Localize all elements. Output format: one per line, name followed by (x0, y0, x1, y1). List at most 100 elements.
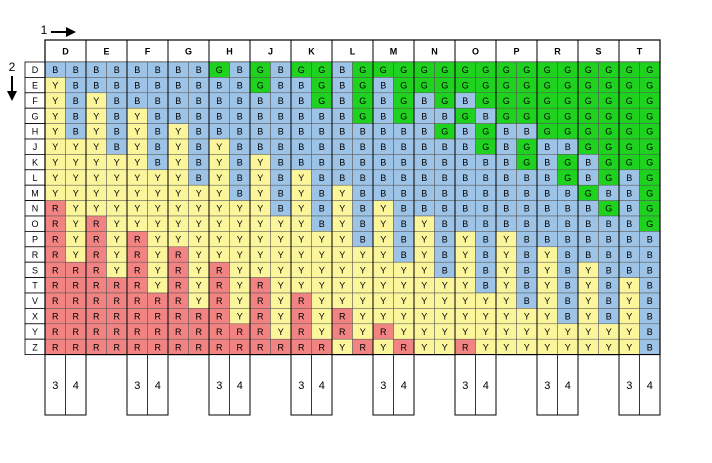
cell-letter: B (114, 127, 120, 137)
column-label: M (390, 46, 398, 56)
cell-letter: Y (503, 234, 509, 244)
cell-letter: Y (319, 234, 325, 244)
cell-letter: Y (544, 296, 550, 306)
cell-letter: Y (237, 296, 243, 306)
x-arrow-head (66, 27, 76, 37)
cell-letter: B (114, 65, 120, 75)
cell-letter: Y (134, 127, 140, 137)
cell-letter: G (503, 80, 510, 90)
cell-letter: B (442, 250, 448, 260)
cell-letter: B (196, 173, 202, 183)
cell-letter: G (544, 65, 551, 75)
cell-letter: Y (380, 234, 386, 244)
cell-letter: Y (319, 250, 325, 260)
cell-letter: Y (626, 311, 632, 321)
cell-letter: R (52, 311, 59, 321)
cell-letter: B (319, 204, 325, 214)
cell-letter: R (73, 281, 80, 291)
cell-letter: B (462, 219, 468, 229)
row-label: O (31, 219, 38, 229)
cell-letter: Y (585, 342, 591, 352)
cell-letter: B (380, 142, 386, 152)
cell-letter: Y (442, 281, 448, 291)
cell-letter: B (237, 80, 243, 90)
cell-letter: Y (257, 265, 263, 275)
cell-letter: B (524, 281, 530, 291)
cell-letter: B (483, 204, 489, 214)
cell-letter: B (380, 111, 386, 121)
cell-letter: R (52, 281, 59, 291)
cell-letter: B (483, 111, 489, 121)
cell-letter: R (360, 342, 367, 352)
cell-letter: G (441, 80, 448, 90)
cell-letter: Y (237, 281, 243, 291)
cell-letter: Y (114, 250, 120, 260)
cell-letter: G (605, 80, 612, 90)
cell-letter: B (339, 127, 345, 137)
cell-letter: B (278, 188, 284, 198)
cell-letter: Y (421, 327, 427, 337)
cell-letter: R (52, 204, 59, 214)
cell-letter: R (93, 250, 100, 260)
cell-letter: B (524, 173, 530, 183)
cell-letter: B (565, 265, 571, 275)
cell-letter: R (134, 234, 141, 244)
cell-letter: G (462, 65, 469, 75)
cell-letter: Y (257, 157, 263, 167)
cell-letter: Y (544, 311, 550, 321)
cell-letter: G (564, 80, 571, 90)
cell-letter: G (482, 65, 489, 75)
cell-letter: Y (93, 127, 99, 137)
y-axis-label: 2 (9, 60, 16, 74)
cell-letter: B (421, 157, 427, 167)
cell-letter: B (237, 127, 243, 137)
cell-letter: B (483, 281, 489, 291)
cell-letter: R (93, 219, 100, 229)
cell-letter: G (523, 80, 530, 90)
cell-letter: R (339, 327, 346, 337)
cell-letter: Y (93, 96, 99, 106)
cell-letter: B (257, 127, 263, 137)
cell-letter: Y (339, 281, 345, 291)
cell-letter: R (134, 327, 141, 337)
column-label: R (554, 46, 561, 56)
cell-letter: B (319, 188, 325, 198)
cell-letter: B (421, 188, 427, 198)
cell-letter: B (421, 127, 427, 137)
cell-letter: B (442, 219, 448, 229)
cell-letter: R (52, 250, 59, 260)
cell-letter: R (257, 327, 264, 337)
cell-letter: Y (196, 219, 202, 229)
cell-letter: Y (216, 173, 222, 183)
cell-letter: R (257, 311, 264, 321)
cell-letter: G (400, 80, 407, 90)
cell-letter: B (524, 265, 530, 275)
row-label: E (32, 80, 38, 90)
cell-letter: R (134, 281, 141, 291)
cell-letter: Y (114, 204, 120, 214)
cell-letter: B (442, 142, 448, 152)
y-arrow-head (7, 91, 17, 101)
cell-letter: R (114, 342, 121, 352)
cell-letter: Y (134, 188, 140, 198)
cell-letter: G (605, 127, 612, 137)
cell-letter: B (442, 188, 448, 198)
cell-letter: R (134, 265, 141, 275)
cell-letter: G (503, 96, 510, 106)
cell-letter: R (237, 342, 244, 352)
cell-letter: Y (401, 265, 407, 275)
cell-letter: Y (216, 157, 222, 167)
cell-letter: Y (216, 142, 222, 152)
cell-letter: Y (93, 204, 99, 214)
cell-letter: G (626, 127, 633, 137)
cell-letter: B (483, 188, 489, 198)
cell-letter: B (442, 173, 448, 183)
cell-letter: G (585, 188, 592, 198)
cell-letter: Y (93, 142, 99, 152)
cell-letter: G (441, 96, 448, 106)
cell-letter: G (564, 65, 571, 75)
cell-letter: G (646, 157, 653, 167)
cell-letter: G (523, 65, 530, 75)
